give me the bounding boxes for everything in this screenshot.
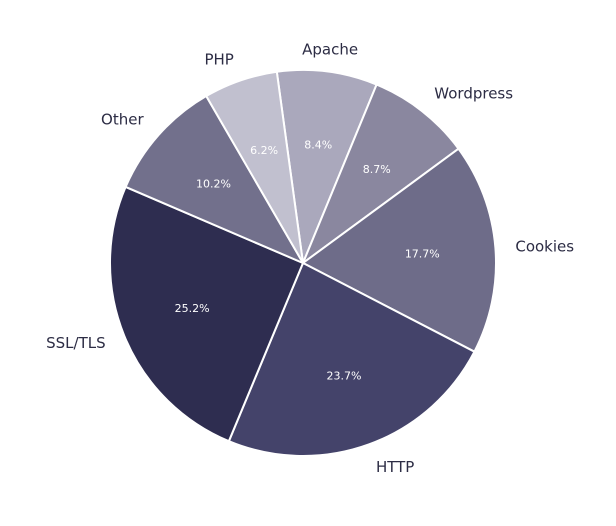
pie-slice-apache — [275, 69, 378, 264]
category-label-http: HTTP — [376, 458, 414, 476]
pie-slice-wordpress — [302, 83, 460, 264]
slice-value-label-wordpress: 8.7% — [363, 163, 391, 176]
pie-slice-other — [124, 95, 304, 264]
category-label-apache: Apache — [302, 41, 358, 59]
pie-slice-http — [227, 262, 476, 457]
slice-value-label-php: 6.2% — [250, 144, 278, 157]
category-label-php: PHP — [204, 51, 233, 69]
pie-slice-cookies — [302, 147, 497, 353]
category-label-cookies: Cookies — [515, 237, 574, 255]
pie-slice-php — [205, 70, 304, 264]
category-label-ssl-tls: SSL/TLS — [46, 334, 106, 352]
slice-value-label-other: 10.2% — [196, 178, 231, 191]
pie-slice-ssl-tls — [109, 185, 304, 443]
slice-value-label-cookies: 17.7% — [405, 248, 440, 261]
category-label-other: Other — [101, 111, 144, 129]
slice-value-label-ssl-tls: 25.2% — [175, 302, 210, 315]
category-label-wordpress: Wordpress — [434, 84, 513, 102]
slice-value-label-apache: 8.4% — [304, 138, 332, 151]
slice-value-label-http: 23.7% — [327, 369, 362, 382]
